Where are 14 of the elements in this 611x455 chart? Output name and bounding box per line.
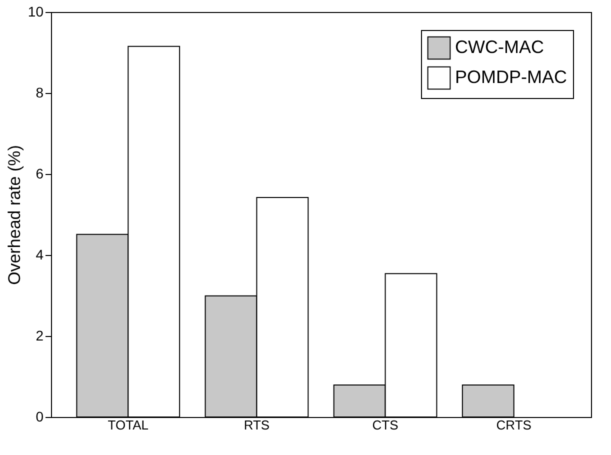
x-tick-label: CRTS xyxy=(496,418,532,432)
y-tick-label: 6 xyxy=(36,166,44,182)
y-tick-label: 8 xyxy=(36,84,44,100)
legend-label: POMDP-MAC xyxy=(455,67,567,87)
legend-label: CWC-MAC xyxy=(455,37,544,57)
x-tick-label: CTS xyxy=(372,418,399,432)
y-axis-title: Overhead rate (%) xyxy=(4,145,24,285)
y-tick-label: 4 xyxy=(36,246,44,262)
y-tick-label: 2 xyxy=(36,328,44,344)
x-tick-label: TOTAL xyxy=(108,418,148,432)
y-tick-label: 0 xyxy=(36,408,44,424)
bar xyxy=(462,384,514,418)
y-tick-label: 10 xyxy=(28,4,44,20)
x-tick-label: RTS xyxy=(244,418,270,432)
